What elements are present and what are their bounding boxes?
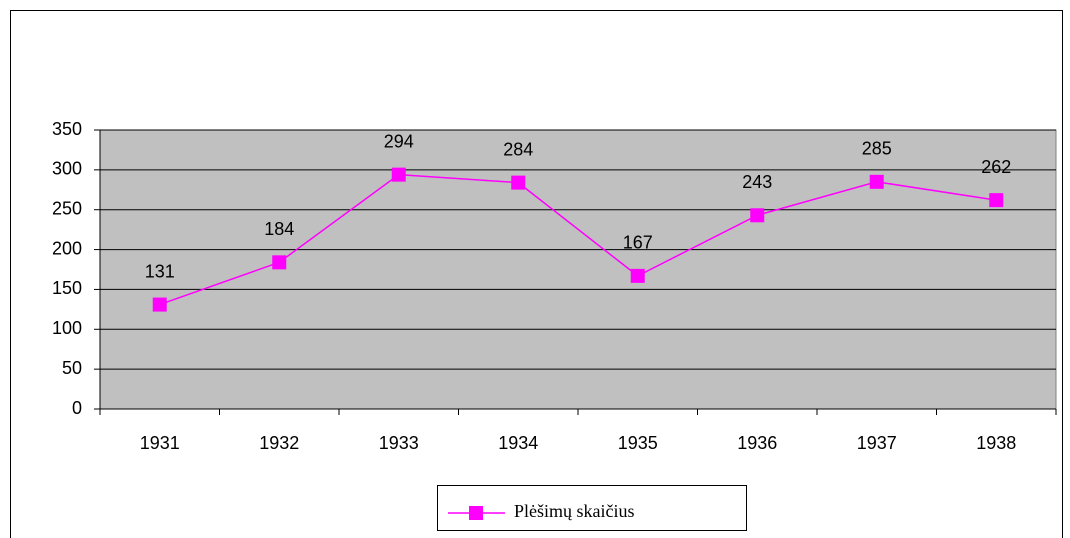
y-tick-label: 200	[52, 238, 82, 258]
point-marker	[152, 297, 167, 312]
point-marker	[750, 208, 765, 223]
data-label: 243	[742, 172, 772, 192]
data-label: 131	[145, 261, 175, 281]
data-label: 184	[264, 219, 294, 239]
plot-area	[99, 129, 1057, 410]
x-tick-label: 1933	[379, 433, 419, 453]
x-tick-label: 1936	[737, 433, 777, 453]
legend-marker	[469, 506, 483, 520]
y-tick-label: 150	[52, 278, 82, 298]
y-tick-label: 50	[62, 358, 82, 378]
point-marker	[630, 268, 645, 283]
legend-label: Plėšimų skaičius	[514, 501, 635, 521]
y-tick-label: 350	[52, 119, 82, 139]
legend-box	[437, 485, 747, 531]
x-tick-label: 1934	[498, 433, 538, 453]
y-tick-label: 300	[52, 159, 82, 179]
point-marker	[869, 174, 884, 189]
x-tick-label: 1931	[140, 433, 180, 453]
data-label: 294	[384, 131, 414, 151]
point-marker	[272, 255, 287, 270]
y-tick-label: 0	[72, 398, 82, 418]
x-tick-label: 1935	[618, 433, 658, 453]
y-tick-label: 100	[52, 318, 82, 338]
data-label: 284	[503, 139, 533, 159]
data-label: 285	[862, 139, 892, 159]
data-label: 167	[623, 233, 653, 253]
legend: Plėšimų skaičius	[437, 485, 747, 531]
x-tick-label: 1932	[259, 433, 299, 453]
point-marker	[511, 175, 526, 190]
y-tick-label: 250	[52, 198, 82, 218]
point-marker	[391, 167, 406, 182]
point-marker	[989, 193, 1004, 208]
series-line	[159, 173, 997, 306]
x-tick-label: 1938	[976, 433, 1016, 453]
x-tick-label: 1937	[857, 433, 897, 453]
data-label: 262	[981, 157, 1011, 177]
